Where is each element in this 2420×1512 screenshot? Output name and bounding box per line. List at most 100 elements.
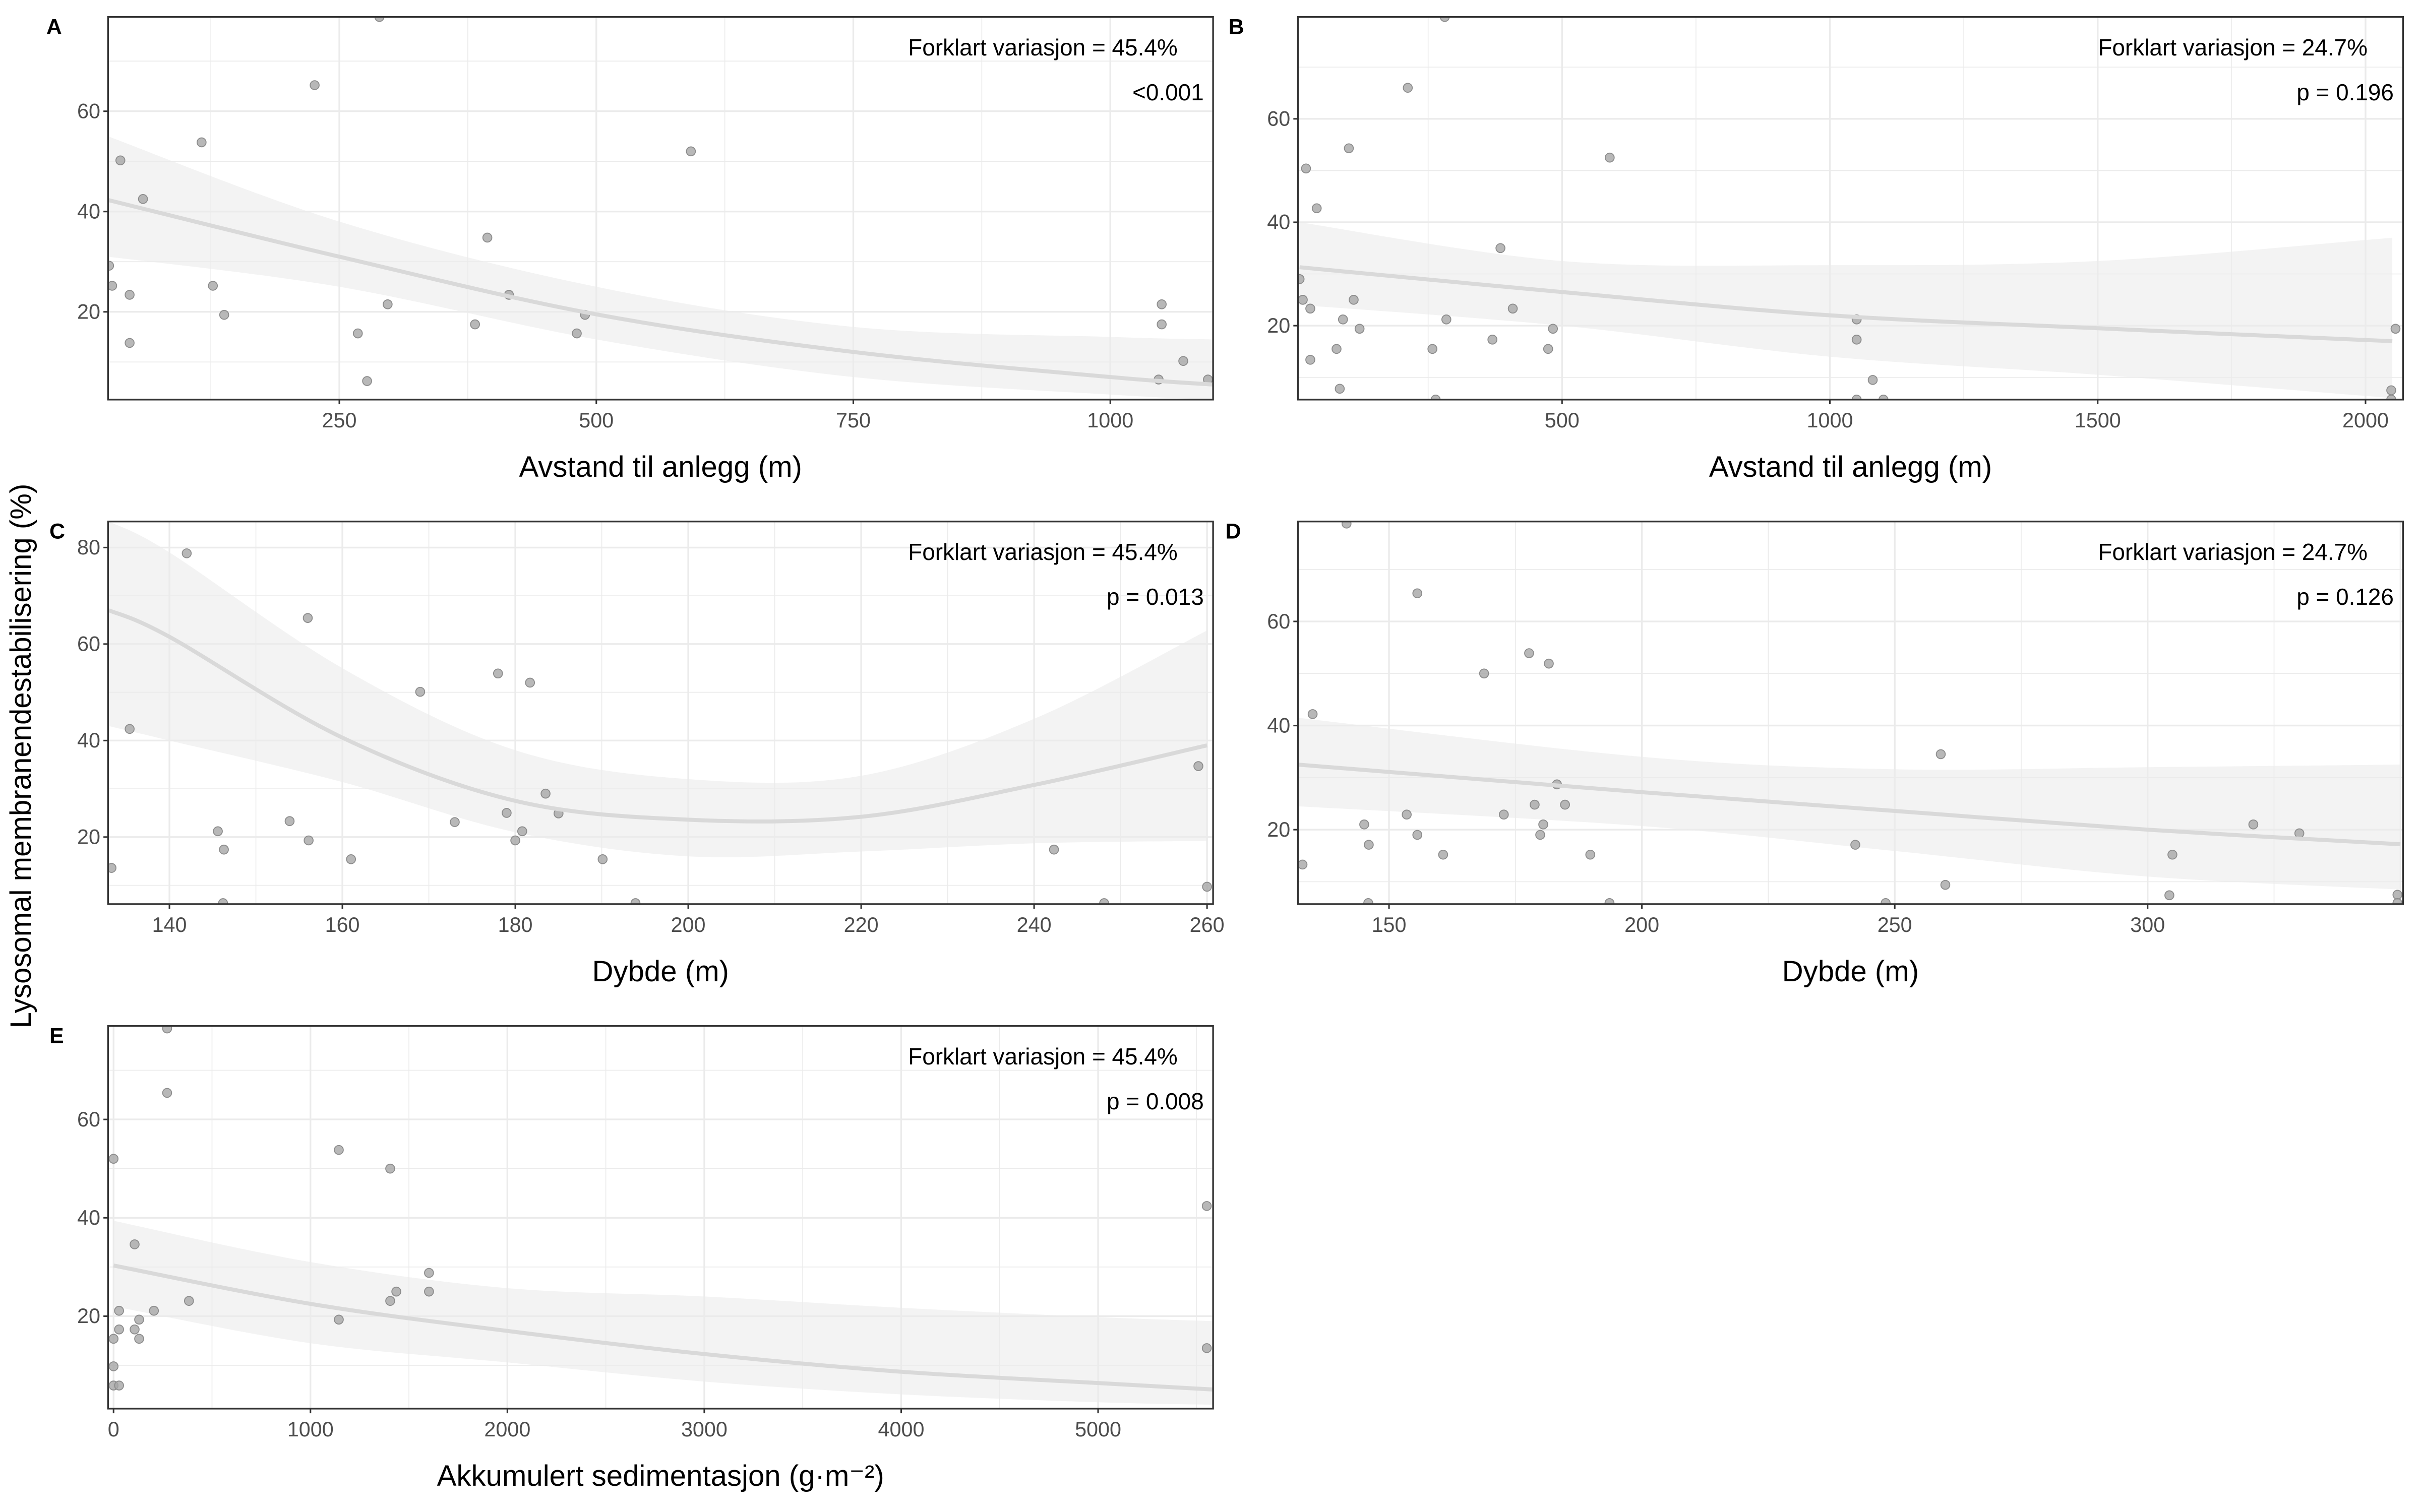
data-point [304, 835, 314, 846]
x-tick-label: 2000 [2342, 409, 2389, 432]
data-point [572, 328, 582, 339]
x-tick-label: 5000 [1075, 1418, 1121, 1441]
plot-area [108, 17, 1214, 400]
y-tick-label: 20 [77, 1304, 100, 1328]
panel-letter: C [49, 519, 65, 543]
p-value-annotation: p = 0.126 [2296, 584, 2394, 610]
data-point [2392, 890, 2403, 900]
panel-border [1297, 16, 2404, 401]
data-point [346, 854, 356, 864]
data-point [1311, 203, 1322, 214]
data-point [1301, 163, 1311, 174]
x-axis-title: Akkumulert sedimentasjon (g·m⁻²) [437, 1460, 884, 1492]
data-point [1498, 809, 1509, 820]
explained-variance-annotation: Forklart variasjon = 45.4% [908, 539, 1178, 565]
explained-variance-annotation: Forklart variasjon = 45.4% [908, 1043, 1178, 1069]
data-point [1354, 324, 1365, 334]
data-point [1544, 658, 1554, 669]
plot-area [1298, 521, 2403, 904]
data-point [1305, 355, 1315, 365]
confidence-band [108, 136, 1214, 400]
data-point [686, 146, 696, 157]
data-point [302, 613, 313, 623]
data-point [1412, 588, 1423, 599]
data-point [219, 844, 229, 855]
data-point [2390, 324, 2401, 334]
data-point [1298, 859, 1308, 870]
x-tick-label: 1000 [1087, 409, 1133, 432]
panel-a: 250 500 750 1000 20 40 60 Avstand til anlegg (m… [46, 15, 1214, 483]
panel-c: 140 160 180 200 220 240 260 20 40 60 80 Dybde (m) Fo… [49, 519, 1225, 988]
x-axis-title: Avstand til anlegg (m) [519, 451, 802, 483]
x-tick-label: 500 [579, 409, 614, 432]
data-point [108, 863, 116, 873]
x-tick-label: 2000 [484, 1418, 530, 1441]
y-tick-label: 20 [1267, 314, 1290, 337]
data-point [2392, 898, 2403, 904]
data-point [114, 1305, 124, 1316]
plot-area [108, 521, 1214, 904]
y-tick-label: 40 [77, 200, 100, 223]
data-point [334, 1314, 344, 1325]
data-point [1524, 648, 1534, 658]
data-point [383, 299, 393, 309]
data-point [115, 155, 126, 166]
data-point [1349, 295, 1359, 305]
panel-letter: E [49, 1024, 64, 1048]
data-point [1585, 849, 1596, 860]
x-tick-label: 500 [1545, 409, 1580, 432]
data-point [1298, 274, 1305, 284]
data-point [213, 826, 223, 837]
explained-variance-annotation: Forklart variasjon = 24.7% [2098, 539, 2368, 565]
data-point [1507, 303, 1518, 314]
data-point [2386, 385, 2396, 396]
fit-line [1298, 763, 2401, 847]
x-tick-label: 200 [671, 913, 706, 936]
data-point [352, 328, 363, 339]
data-point [1298, 295, 1308, 305]
x-tick-label: 300 [2130, 913, 2165, 936]
data-point [2164, 890, 2174, 901]
data-point [218, 898, 228, 904]
data-point [208, 281, 218, 291]
confidence-band [1298, 718, 2401, 890]
data-point [1341, 521, 1352, 529]
panel-border [107, 521, 1214, 905]
data-point [1560, 799, 1570, 810]
data-point [184, 1296, 194, 1306]
data-point [1479, 668, 1489, 679]
y-axis-title: Lysosomal membranendestabilisering (%) [5, 484, 37, 1029]
data-point [1364, 840, 1374, 850]
x-tick-label: 1000 [287, 1418, 334, 1441]
data-point [1543, 344, 1553, 354]
data-point [1548, 324, 1558, 334]
y-tick-label: 20 [77, 826, 100, 849]
data-point [1851, 335, 1862, 345]
panel-b: 500 1000 1500 2000 20 40 60 Avstand til anlegg … [1229, 15, 2404, 483]
data-point [1867, 375, 1878, 385]
x-tick-label: 250 [322, 409, 357, 432]
p-value-annotation: p = 0.013 [1107, 584, 1204, 610]
data-point [219, 309, 229, 320]
data-point [450, 817, 460, 827]
data-point [1157, 319, 1167, 330]
x-tick-label: 200 [1624, 913, 1659, 936]
data-point [470, 319, 480, 330]
explained-variance-annotation: Forklart variasjon = 45.4% [908, 34, 1178, 60]
data-point [391, 1286, 401, 1297]
data-point [362, 376, 372, 386]
y-tick-label: 40 [77, 729, 100, 752]
data-point [1935, 749, 1946, 760]
x-tick-label: 3000 [681, 1418, 728, 1441]
data-point [1538, 820, 1548, 830]
data-point [108, 281, 117, 291]
panel-letter: A [46, 15, 62, 39]
data-point [1335, 384, 1345, 394]
data-point [424, 1286, 434, 1297]
data-point [517, 826, 527, 837]
data-point [114, 1380, 124, 1391]
x-tick-label: 150 [1372, 913, 1407, 936]
panel-letter: B [1229, 15, 1244, 39]
x-tick-label: 1000 [1807, 409, 1853, 432]
data-point [1427, 344, 1437, 354]
